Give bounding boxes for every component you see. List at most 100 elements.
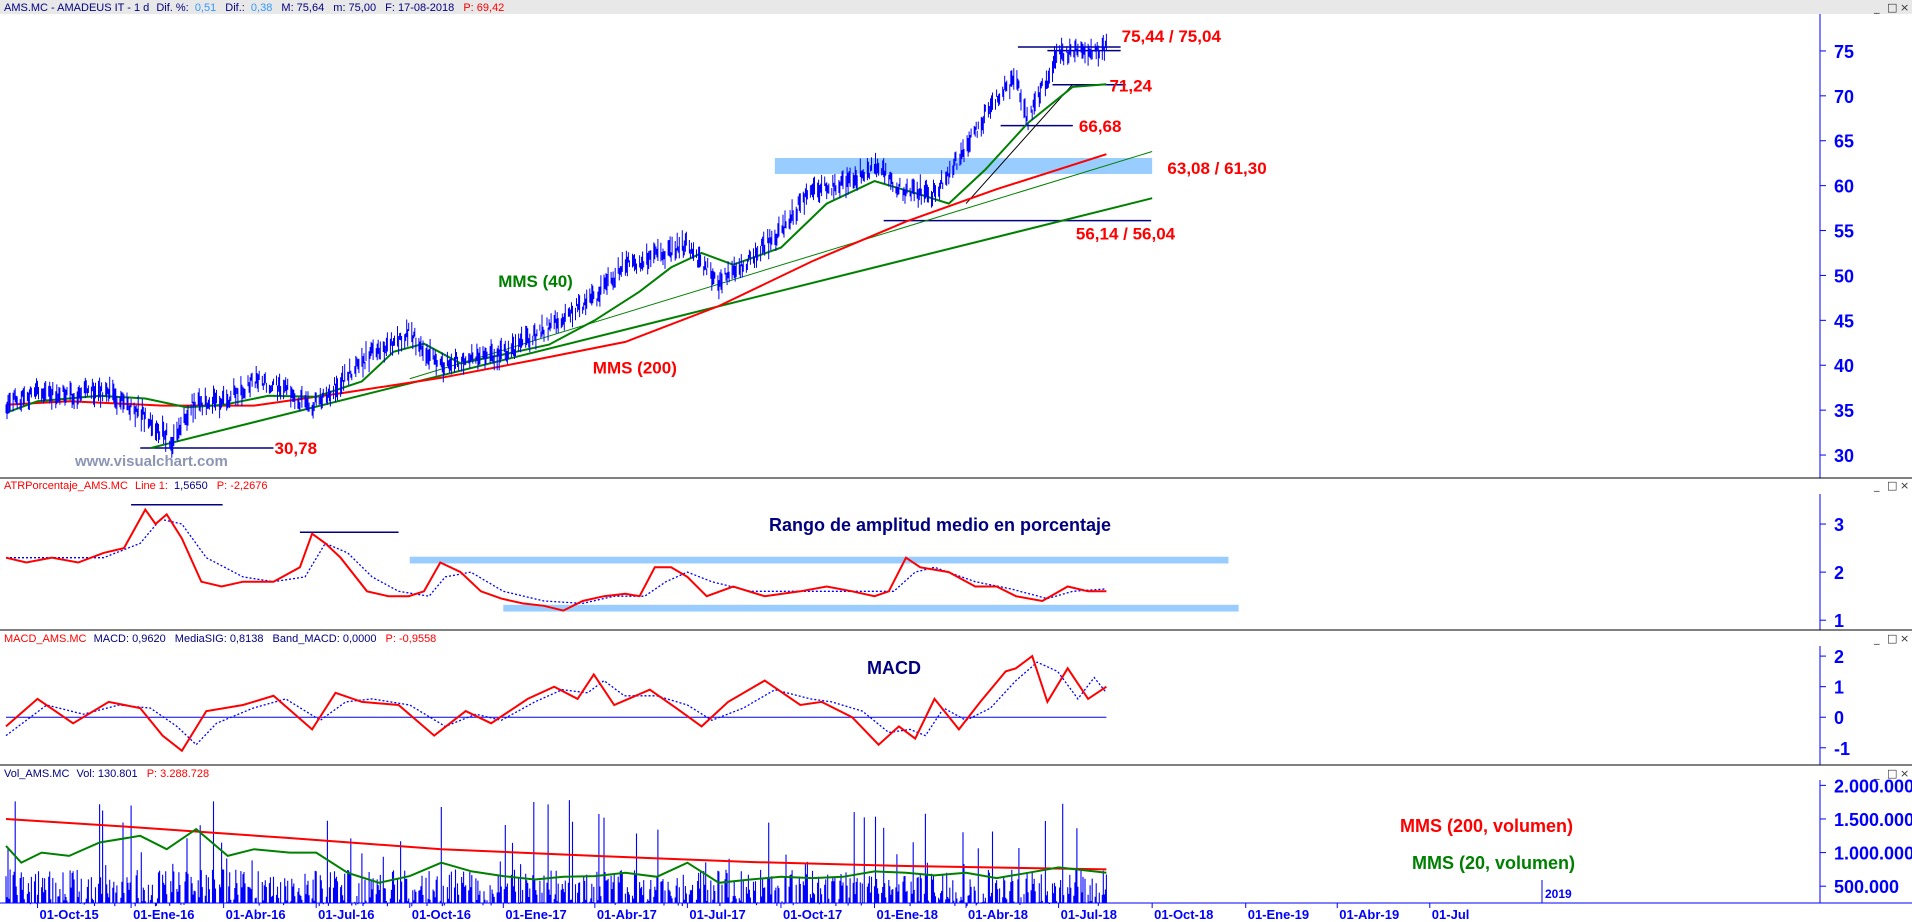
minimize-icon[interactable]: _ [1873,479,1880,492]
price-annotation: MMS (200) [593,358,677,377]
date-tick-label: 01-Abr-18 [968,907,1028,922]
price-axis-tick-label: 30 [1834,446,1854,466]
volume-ma20-line [5,827,1107,884]
date-tick-label: 01-Abr-16 [226,907,286,922]
price-annotation: MMS (40) [498,272,573,291]
macd-signal-line [5,661,1107,746]
date-tick-label: 01-Ene-16 [133,907,194,922]
macd-axis-tick-label: 0 [1834,708,1844,728]
date-tick-label: 01-Oct-17 [783,907,842,922]
volume-series [5,818,1107,884]
price-header-dif-pct-label: Dif. %: [156,2,188,14]
ma200-line [5,153,1107,407]
price-panel[interactable]: AMS.MC - AMADEUS IT - 1 d Dif. %: 0,51 D… [0,0,1912,479]
atr-axis-tick-label: 2 [1834,563,1844,583]
date-tick-label: 01-Abr-17 [597,907,657,922]
macd-window-controls: _ □ × [1873,632,1909,645]
maximize-icon[interactable]: □ [1887,767,1897,780]
price-header-dif-pct-value: 0,51 [195,2,216,14]
price-header-p: P: 69,42 [463,2,504,14]
price-header-bar [0,0,1912,14]
macd-title: MACD [867,658,921,678]
atr-header-name: ATRPorcentaje_AMS.MC [4,480,128,492]
date-tick-label: 01-Oct-16 [412,907,471,922]
macd-panel[interactable]: MACD_AMS.MC MACD: 0,9620 MediaSIG: 0,813… [0,632,1912,766]
price-y-axis: 30 35 40 45 50 55 60 65 70 75 [1820,42,1854,466]
ma40-line [5,83,1107,414]
trendline [965,83,1074,204]
trendline [409,151,1153,380]
volume-y-axis: 500.000 1.000.000 1.500.000 2.000.000 [1820,776,1912,897]
close-icon[interactable]: × [1900,1,1909,14]
minimize-icon[interactable]: _ [1873,1,1880,14]
date-tick-label: 01-Ene-18 [877,907,938,922]
maximize-icon[interactable]: □ [1887,632,1897,645]
volume-axis-tick-label: 1.000.000 [1834,844,1912,864]
price-annotations: 75,44 / 75,04 71,24 66,68 63,08 / 61,30 56,1… [274,27,1266,458]
atr-axis-tick-label: 3 [1834,515,1844,535]
price-bar [5,33,1107,458]
atr-signal-line [6,518,1107,605]
atr-bands [409,556,1239,612]
atr-y-axis: 1 2 3 [1820,515,1844,631]
atr-header: ATRPorcentaje_AMS.MC Line 1: 1,5650 P: -… [4,480,268,492]
volume-ma200-line [5,818,1107,871]
volume-header-p: P: 3.288.728 [147,768,209,780]
macd-y-axis: -1 0 1 2 [1820,647,1850,759]
price-annotation: 75,44 / 75,04 [1122,27,1222,46]
price-annotation: 63,08 / 61,30 [1167,159,1266,178]
price-header-dif-value: 0,38 [251,2,272,14]
maximize-icon[interactable]: □ [1887,1,1897,14]
date-tick-label: 01-Jul-17 [689,907,745,922]
date-tick-label: 01-Jul-18 [1061,907,1117,922]
date-tick-label: 01-Abr-19 [1339,907,1399,922]
price-axis-tick-label: 50 [1834,266,1854,286]
volume-panel[interactable]: Vol_AMS.MC Vol: 130.801 P: 3.288.728 _ □… [4,767,1912,907]
atr-window-controls: _ □ × [1873,479,1909,492]
price-header-dif-label: Dif.: [225,2,245,14]
date-axis-ticks: 01-Oct-15 01-Ene-16 01-Abr-16 01-Jul-16 01-O… [37,903,1470,922]
atr-band [503,604,1239,612]
price-annotation: 66,68 [1079,117,1122,136]
close-icon[interactable]: × [1900,479,1909,492]
macd-header: MACD_AMS.MC MACD: 0,9620 MediaSIG: 0,813… [4,633,436,645]
trendline [150,197,1153,450]
macd-axis-tick-label: 1 [1834,678,1844,698]
macd-axis-tick-label: -1 [1834,739,1850,759]
price-series [5,33,1107,458]
price-annotation: 71,24 [1109,76,1152,95]
volume-ma20-label: MMS (20, volumen) [1412,853,1575,873]
date-tick-label: 01-Ene-17 [505,907,566,922]
minimize-icon[interactable]: _ [1873,767,1880,780]
atr-title: Rango de amplitud medio en porcentaje [769,515,1111,535]
macd-header-macd: MACD: 0,9620 [94,633,166,645]
atr-axis-tick-label: 1 [1834,611,1844,631]
macd-axis-tick-label: 2 [1834,647,1844,667]
price-annotation: 56,14 / 56,04 [1076,225,1176,244]
atr-band [409,556,1229,564]
price-window-controls: _ □ × [1873,1,1909,14]
close-icon[interactable]: × [1900,632,1909,645]
volume-header-vol: Vol: 130.801 [76,768,137,780]
price-axis-tick-label: 75 [1834,42,1854,62]
date-tick-label: 01-Oct-15 [40,907,99,922]
close-icon[interactable]: × [1900,767,1909,780]
price-axis-tick-label: 55 [1834,222,1854,242]
price-bars [5,33,1107,458]
volume-bars [5,800,1107,907]
volume-axis-tick-label: 2.000.000 [1834,776,1912,796]
price-axis-tick-label: 35 [1834,401,1854,421]
atr-panel[interactable]: ATRPorcentaje_AMS.MC Line 1: 1,5650 P: -… [0,479,1912,631]
atr-header-line-label: Line 1: [135,480,168,492]
price-header-max: M: 75,64 [281,2,324,14]
price-header-date: F: 17-08-2018 [385,2,454,14]
volume-ma200-label: MMS (200, volumen) [1400,816,1573,836]
price-trendlines [150,83,1153,450]
minimize-icon[interactable]: _ [1873,632,1880,645]
price-header-min: m: 75,00 [333,2,376,14]
date-tick-label: 01-Jul [1432,907,1470,922]
volume-window-controls: _ □ × [1873,767,1909,780]
atr-series [5,507,1107,612]
maximize-icon[interactable]: □ [1887,479,1897,492]
